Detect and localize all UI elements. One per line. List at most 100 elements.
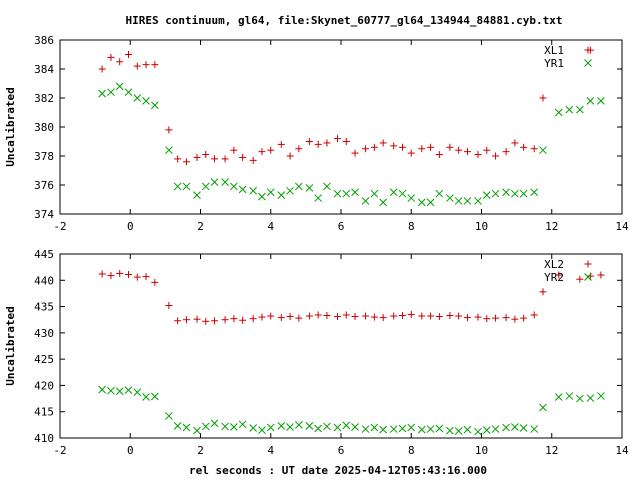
data-point-yr1 xyxy=(193,191,201,200)
data-point-xl1 xyxy=(314,140,322,148)
data-point-yr1 xyxy=(586,97,595,105)
data-point-xl1 xyxy=(502,148,510,156)
data-point-yr2 xyxy=(554,393,563,401)
data-point-yr2 xyxy=(351,423,359,431)
data-point-yr1 xyxy=(370,189,379,198)
y-tick-label: 374 xyxy=(34,208,54,221)
top-data-marks xyxy=(98,46,605,207)
y-tick-label: 382 xyxy=(34,92,54,105)
data-point-xl2 xyxy=(107,272,115,280)
data-point-xl1 xyxy=(398,143,406,151)
data-point-xl2 xyxy=(511,315,519,323)
data-point-yr1 xyxy=(565,105,574,114)
x-tick-label: 14 xyxy=(615,220,629,233)
data-point-xl2 xyxy=(193,315,201,323)
bottom-legend: XL2 YR2 xyxy=(544,258,592,284)
data-point-yr1 xyxy=(575,105,584,114)
x-tick-label: 12 xyxy=(545,444,558,457)
bottom-plot-frame xyxy=(59,253,623,439)
data-point-yr2 xyxy=(342,421,351,430)
data-point-xl2 xyxy=(586,272,594,280)
data-point-yr2 xyxy=(575,394,584,403)
data-point-xl1 xyxy=(107,53,115,61)
data-point-xl1 xyxy=(463,148,471,156)
data-point-yr2 xyxy=(565,392,574,400)
x-tick-label: 8 xyxy=(408,220,415,233)
x-axis-label: rel seconds : UT date 2025-04-12T05:43:1… xyxy=(189,464,487,477)
data-point-xl1 xyxy=(182,158,190,166)
y-tick-label: 425 xyxy=(34,353,54,366)
data-point-yr2 xyxy=(446,426,454,435)
legend-label-yr2: YR2 xyxy=(544,271,564,284)
data-point-yr1 xyxy=(98,89,107,98)
bottom-data-marks xyxy=(98,269,605,436)
y-tick-label: 430 xyxy=(34,327,54,340)
data-point-xl1 xyxy=(435,151,443,159)
y-tick-label: 378 xyxy=(34,150,54,163)
data-point-xl2 xyxy=(390,312,398,320)
data-point-yr1 xyxy=(463,197,472,205)
legend-marker-xl2 xyxy=(584,260,592,268)
data-point-xl1 xyxy=(174,155,182,163)
data-point-xl2 xyxy=(483,315,491,323)
data-point-xl2 xyxy=(258,313,266,321)
data-point-xl2 xyxy=(124,271,132,279)
data-point-yr1 xyxy=(539,146,547,155)
data-point-xl1 xyxy=(379,139,387,147)
data-point-xl1 xyxy=(351,149,359,157)
data-point-yr1 xyxy=(351,188,359,197)
bottom-panel: -2 0 2 4 6 8 10 12 14 410 415 420 425 430 435 440 445 Un… xyxy=(4,248,629,457)
data-point-yr2 xyxy=(258,426,266,434)
data-point-xl1 xyxy=(511,139,519,147)
data-point-yr2 xyxy=(474,427,482,436)
data-point-xl1 xyxy=(295,145,303,153)
data-point-yr1 xyxy=(314,194,323,202)
data-point-xl1 xyxy=(446,143,454,151)
data-point-xl2 xyxy=(539,288,547,296)
bottom-axis-ticks: -2 0 2 4 6 8 10 12 14 410 415 420 425 430 435 440 445 xyxy=(34,248,629,457)
data-point-yr2 xyxy=(266,423,275,432)
data-point-yr1 xyxy=(173,182,182,191)
top-y-axis-label: Uncalibrated xyxy=(4,87,17,166)
data-point-yr2 xyxy=(530,425,539,433)
data-point-yr1 xyxy=(333,189,342,198)
x-tick-label: 6 xyxy=(338,444,345,457)
data-point-yr1 xyxy=(407,194,416,202)
data-point-yr2 xyxy=(173,422,182,430)
data-point-xl1 xyxy=(267,146,275,154)
y-tick-label: 380 xyxy=(34,121,54,134)
legend-label-xl2: XL2 xyxy=(544,258,564,271)
data-point-xl2 xyxy=(239,316,247,324)
data-point-xl2 xyxy=(492,314,500,322)
y-tick-label: 386 xyxy=(34,34,54,47)
data-point-yr1 xyxy=(482,191,491,200)
data-point-xl2 xyxy=(142,273,150,281)
data-point-yr2 xyxy=(107,386,115,395)
data-point-xl1 xyxy=(239,153,247,161)
data-point-yr1 xyxy=(150,101,159,110)
data-point-xl2 xyxy=(174,317,182,325)
data-point-xl1 xyxy=(418,145,426,153)
data-point-yr2 xyxy=(165,412,173,420)
data-point-yr2 xyxy=(482,426,491,434)
chart-title: HIRES continuum, gl64, file:Skynet_60777… xyxy=(125,14,562,27)
data-point-yr1 xyxy=(554,108,563,117)
y-tick-label: 376 xyxy=(34,179,54,192)
data-point-xl2 xyxy=(295,314,303,322)
data-point-xl1 xyxy=(492,152,500,160)
data-point-xl2 xyxy=(576,275,584,283)
data-point-xl1 xyxy=(455,146,463,154)
data-point-xl2 xyxy=(202,317,210,325)
data-point-yr2 xyxy=(294,421,303,429)
data-point-yr2 xyxy=(370,423,379,432)
data-point-yr2 xyxy=(361,425,370,433)
data-point-xl2 xyxy=(418,312,426,320)
y-tick-label: 440 xyxy=(34,274,54,287)
data-point-yr1 xyxy=(305,184,314,192)
data-point-yr2 xyxy=(314,424,323,433)
data-point-xl2 xyxy=(116,269,124,277)
top-panel: -2 0 2 4 6 8 10 12 14 374 376 378 380 382 384 386 Uncal… xyxy=(4,34,629,233)
bottom-y-axis-label: Uncalibrated xyxy=(4,306,17,385)
data-point-yr1 xyxy=(230,182,238,191)
